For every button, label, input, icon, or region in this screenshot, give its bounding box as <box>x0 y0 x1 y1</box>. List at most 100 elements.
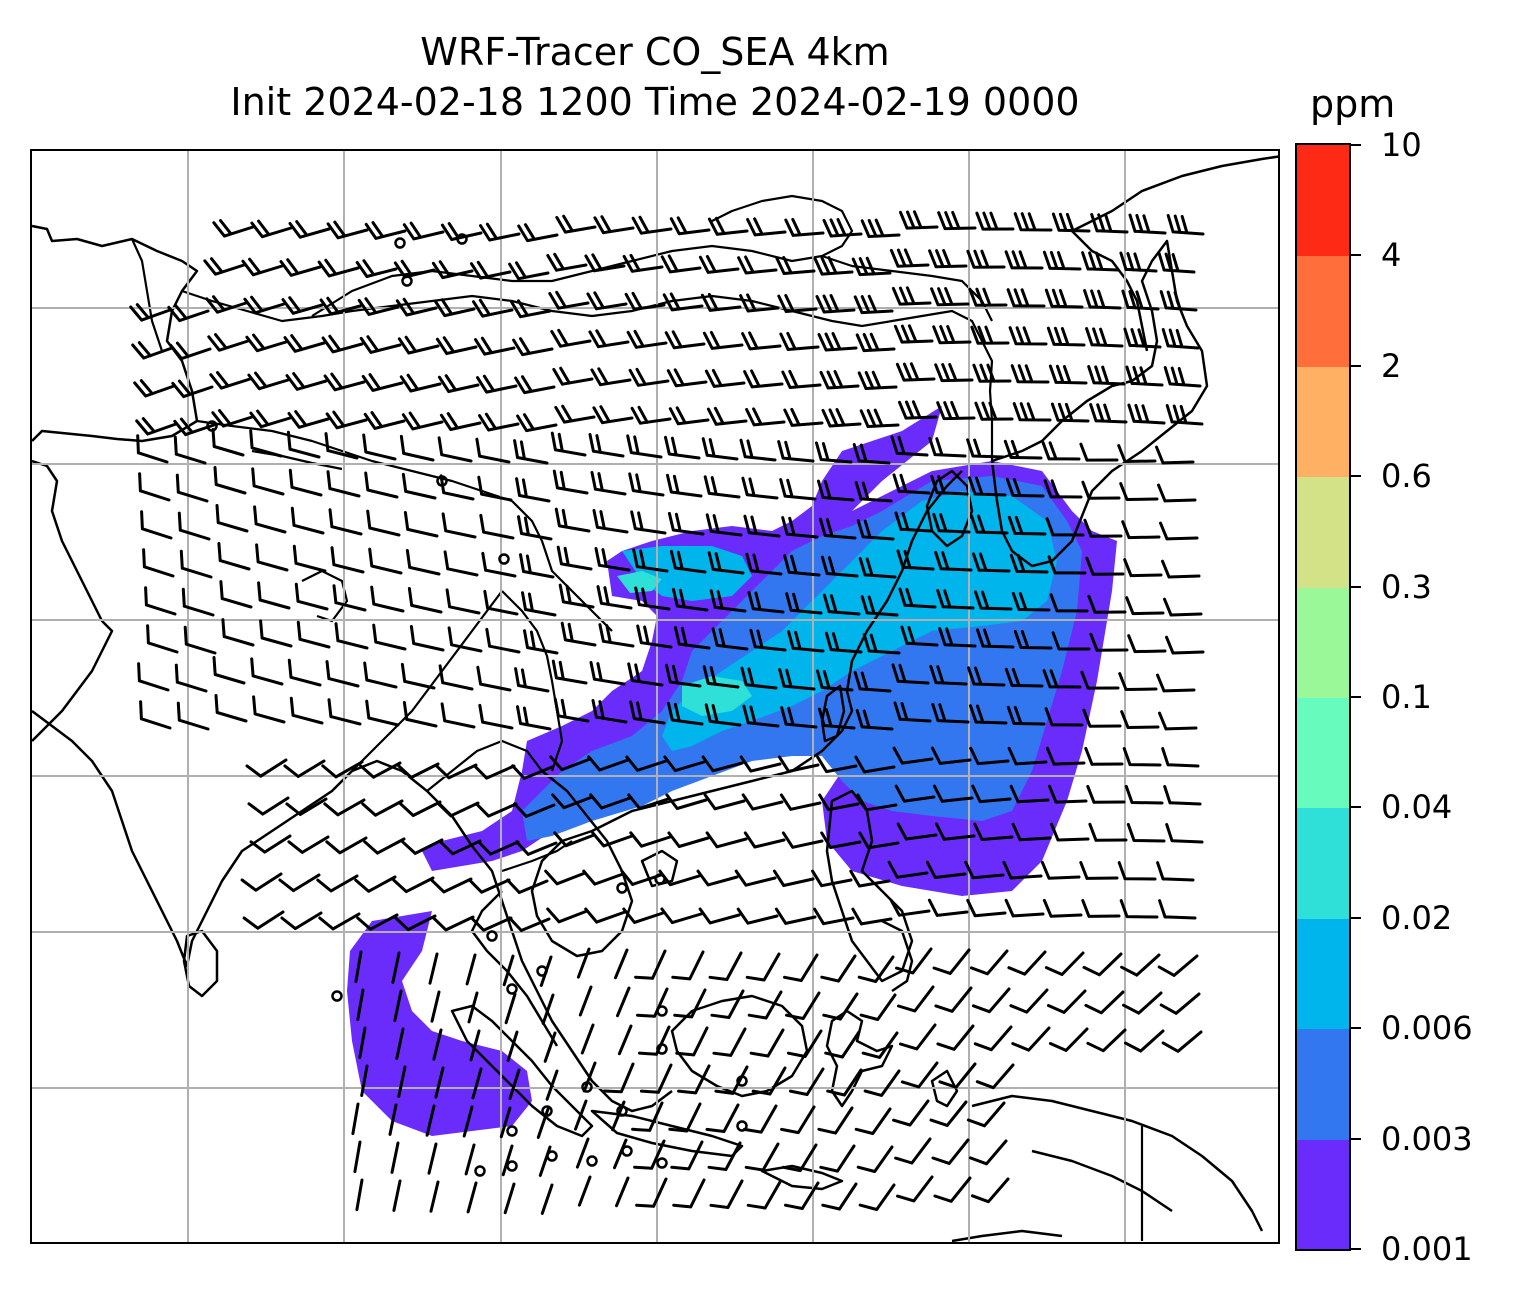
wind-barb <box>1049 593 1089 613</box>
calm-wind-circle <box>656 1005 668 1017</box>
chart-title-line2: Init 2024-02-18 1200 Time 2024-02-19 000… <box>230 80 1080 124</box>
wind-barb <box>742 704 780 728</box>
wind-barb <box>937 210 977 231</box>
wind-barb <box>517 223 559 243</box>
wind-barb <box>281 296 324 315</box>
coast-arabia-west <box>32 459 114 742</box>
wind-barb <box>932 325 972 345</box>
wind-barb <box>577 1175 592 1207</box>
wind-barb <box>402 221 445 241</box>
wind-barb <box>668 1102 702 1133</box>
wind-barb <box>894 1137 932 1165</box>
wind-barb <box>672 1178 706 1209</box>
wind-barb <box>1117 861 1157 881</box>
wind-barb <box>1042 898 1083 918</box>
wind-barb <box>508 261 550 281</box>
wind-barb <box>666 368 708 388</box>
wind-barb <box>1051 212 1091 233</box>
wind-barb <box>1046 326 1086 347</box>
wind-barb <box>627 662 664 687</box>
wind-barb <box>575 1137 590 1169</box>
wind-barb <box>361 373 404 392</box>
wind-barb <box>440 702 476 729</box>
wind-barb <box>1084 990 1125 1015</box>
wind-barb <box>326 220 369 240</box>
wind-barb <box>625 755 668 772</box>
coast-india <box>32 224 199 443</box>
wind-barb <box>898 400 938 420</box>
wind-barb <box>560 621 597 647</box>
wind-barb <box>1009 553 1049 574</box>
wind-barb <box>1012 402 1052 422</box>
wind-barb <box>889 248 930 268</box>
wind-barb <box>743 831 786 849</box>
wind-barb <box>439 839 482 856</box>
wind-barb <box>664 435 701 460</box>
border-nepal <box>251 449 343 471</box>
wind-barb <box>854 481 893 503</box>
wind-barb <box>1125 596 1165 616</box>
wind-barb <box>819 1144 856 1173</box>
wind-barb <box>964 860 1005 880</box>
wind-barb <box>479 222 521 242</box>
wind-barb <box>1123 558 1163 578</box>
calm-wind-circle <box>654 873 666 885</box>
colorbar-tick-label: 2 <box>1381 346 1402 385</box>
wind-barb <box>434 1066 445 1099</box>
colorbar-segment <box>1297 917 1349 1030</box>
wind-barb <box>508 916 551 932</box>
wind-barb <box>1158 711 1198 731</box>
wind-barb <box>138 472 171 502</box>
wind-barb <box>582 1061 597 1093</box>
wind-barb <box>932 512 971 534</box>
wind-barb <box>173 435 207 465</box>
wind-barb <box>929 1100 968 1127</box>
wind-barb <box>660 254 702 274</box>
wind-barb <box>742 1104 778 1134</box>
wind-barb <box>974 401 1014 421</box>
wind-barb <box>1087 594 1127 614</box>
colorbar-tick <box>1351 1027 1361 1030</box>
wind-barb <box>363 661 398 689</box>
calm-wind-circle <box>436 475 448 487</box>
wind-barb <box>862 633 901 655</box>
wind-barb <box>851 256 892 277</box>
wind-barb <box>584 253 626 273</box>
wind-barb <box>1079 442 1119 462</box>
wind-barb <box>592 509 629 534</box>
wind-barb <box>326 470 361 498</box>
wind-barb <box>285 797 328 816</box>
wind-barb <box>473 764 516 780</box>
wind-barb <box>932 784 974 803</box>
wind-barbs <box>129 210 1205 1215</box>
wind-barb <box>401 411 444 431</box>
wind-barb <box>781 516 819 539</box>
wind-barb <box>934 363 974 383</box>
wind-barb <box>822 992 859 1021</box>
wind-barb <box>476 665 512 692</box>
wind-barb <box>366 509 401 537</box>
wind-barb <box>251 467 285 496</box>
wind-barb <box>409 625 445 652</box>
wind-barb <box>617 1024 633 1056</box>
calm-wind-circle <box>656 1157 668 1169</box>
wind-barb <box>589 661 626 686</box>
wind-barb <box>635 1177 668 1208</box>
wind-barb <box>1086 784 1126 804</box>
wind-barb <box>892 473 931 495</box>
wind-barb <box>968 476 1007 497</box>
wind-barb <box>714 1065 749 1095</box>
wind-barb <box>447 626 483 653</box>
wind-barb <box>550 431 587 457</box>
wind-barb <box>1083 289 1122 310</box>
wind-barb <box>624 291 666 311</box>
wind-barb <box>739 293 780 313</box>
wind-barb <box>899 210 939 230</box>
wind-barb <box>553 697 590 723</box>
wind-barb <box>1003 439 1043 460</box>
wind-barb <box>973 1025 1013 1052</box>
wind-barb <box>893 701 932 723</box>
wind-barb <box>779 793 822 811</box>
wind-barb <box>553 831 596 848</box>
wind-barb <box>586 291 628 311</box>
